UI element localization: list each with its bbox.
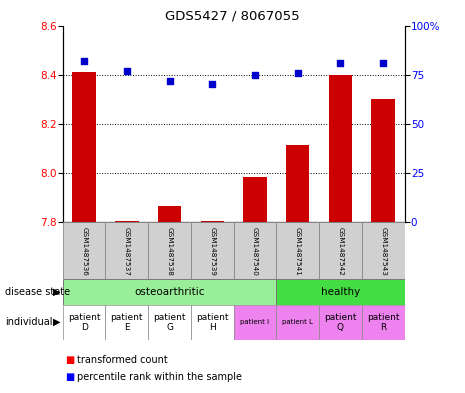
Text: GDS5427 / 8067055: GDS5427 / 8067055 <box>165 10 300 23</box>
Text: patient I: patient I <box>240 319 270 325</box>
FancyBboxPatch shape <box>148 222 191 279</box>
FancyBboxPatch shape <box>276 305 319 340</box>
FancyBboxPatch shape <box>233 305 276 340</box>
FancyBboxPatch shape <box>63 222 106 279</box>
Text: GSM1487537: GSM1487537 <box>124 227 130 275</box>
Text: patient
E: patient E <box>111 313 143 332</box>
Text: ■: ■ <box>65 372 74 382</box>
Text: osteoarthritic: osteoarthritic <box>134 287 205 297</box>
FancyBboxPatch shape <box>362 305 405 340</box>
FancyBboxPatch shape <box>63 305 106 340</box>
Text: patient
Q: patient Q <box>324 313 357 332</box>
Point <box>80 58 88 64</box>
Point <box>337 60 344 66</box>
Bar <box>372 99 395 222</box>
Point <box>123 68 131 74</box>
Bar <box>115 221 139 222</box>
Text: individual: individual <box>5 317 52 327</box>
Bar <box>158 206 181 222</box>
Bar <box>286 145 310 222</box>
Point <box>379 60 387 66</box>
Text: ▶: ▶ <box>53 287 60 297</box>
FancyBboxPatch shape <box>106 305 148 340</box>
Text: patient
H: patient H <box>196 313 229 332</box>
FancyBboxPatch shape <box>276 222 319 279</box>
Text: patient
R: patient R <box>367 313 399 332</box>
Text: transformed count: transformed count <box>77 354 167 365</box>
Point <box>251 72 259 78</box>
Bar <box>200 221 224 222</box>
FancyBboxPatch shape <box>319 222 362 279</box>
Point <box>166 77 173 84</box>
Text: disease state: disease state <box>5 287 70 297</box>
Text: healthy: healthy <box>321 287 360 297</box>
FancyBboxPatch shape <box>319 305 362 340</box>
FancyBboxPatch shape <box>191 305 233 340</box>
Text: ▶: ▶ <box>53 317 60 327</box>
Point <box>209 81 216 88</box>
Text: GSM1487536: GSM1487536 <box>81 227 87 275</box>
Text: GSM1487543: GSM1487543 <box>380 227 386 275</box>
Bar <box>329 75 352 222</box>
FancyBboxPatch shape <box>106 222 148 279</box>
FancyBboxPatch shape <box>233 222 276 279</box>
Bar <box>243 176 267 222</box>
Text: ■: ■ <box>65 354 74 365</box>
Text: patient L: patient L <box>282 319 313 325</box>
Text: percentile rank within the sample: percentile rank within the sample <box>77 372 242 382</box>
FancyBboxPatch shape <box>276 279 405 305</box>
FancyBboxPatch shape <box>148 305 191 340</box>
FancyBboxPatch shape <box>63 279 276 305</box>
FancyBboxPatch shape <box>362 222 405 279</box>
Text: GSM1487541: GSM1487541 <box>295 227 301 275</box>
Text: GSM1487540: GSM1487540 <box>252 227 258 275</box>
Text: GSM1487542: GSM1487542 <box>338 227 344 275</box>
Point <box>294 70 301 76</box>
FancyBboxPatch shape <box>191 222 233 279</box>
Text: GSM1487538: GSM1487538 <box>166 227 173 275</box>
Bar <box>73 72 96 222</box>
Text: patient
D: patient D <box>68 313 100 332</box>
Text: patient
G: patient G <box>153 313 186 332</box>
Text: GSM1487539: GSM1487539 <box>209 227 215 275</box>
